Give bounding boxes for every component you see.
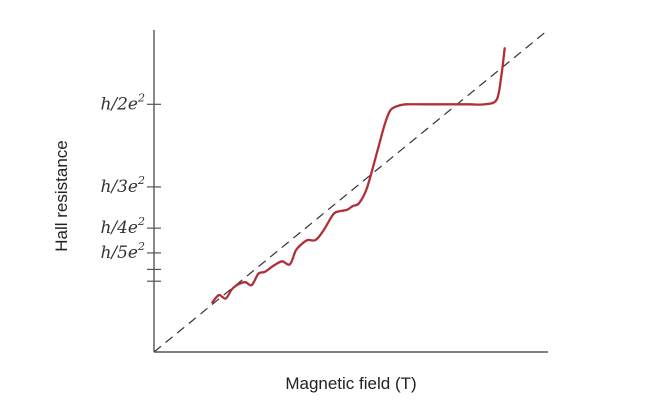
y-tick-label: h/5e2 [100,240,145,263]
classical-hall-reference [153,29,549,353]
hall-resistance-curve [211,47,506,304]
x-axis-title: Magnetic field (T) [285,374,416,393]
y-tick-label: h/3e2 [100,174,145,197]
quantum-hall-curve [211,47,506,304]
y-tick-label: h/4e2 [100,215,145,238]
classical-reference-line [153,29,549,353]
y-tick-label: h/2e2 [100,91,145,114]
y-axis-title: Hall resistance [52,140,71,252]
